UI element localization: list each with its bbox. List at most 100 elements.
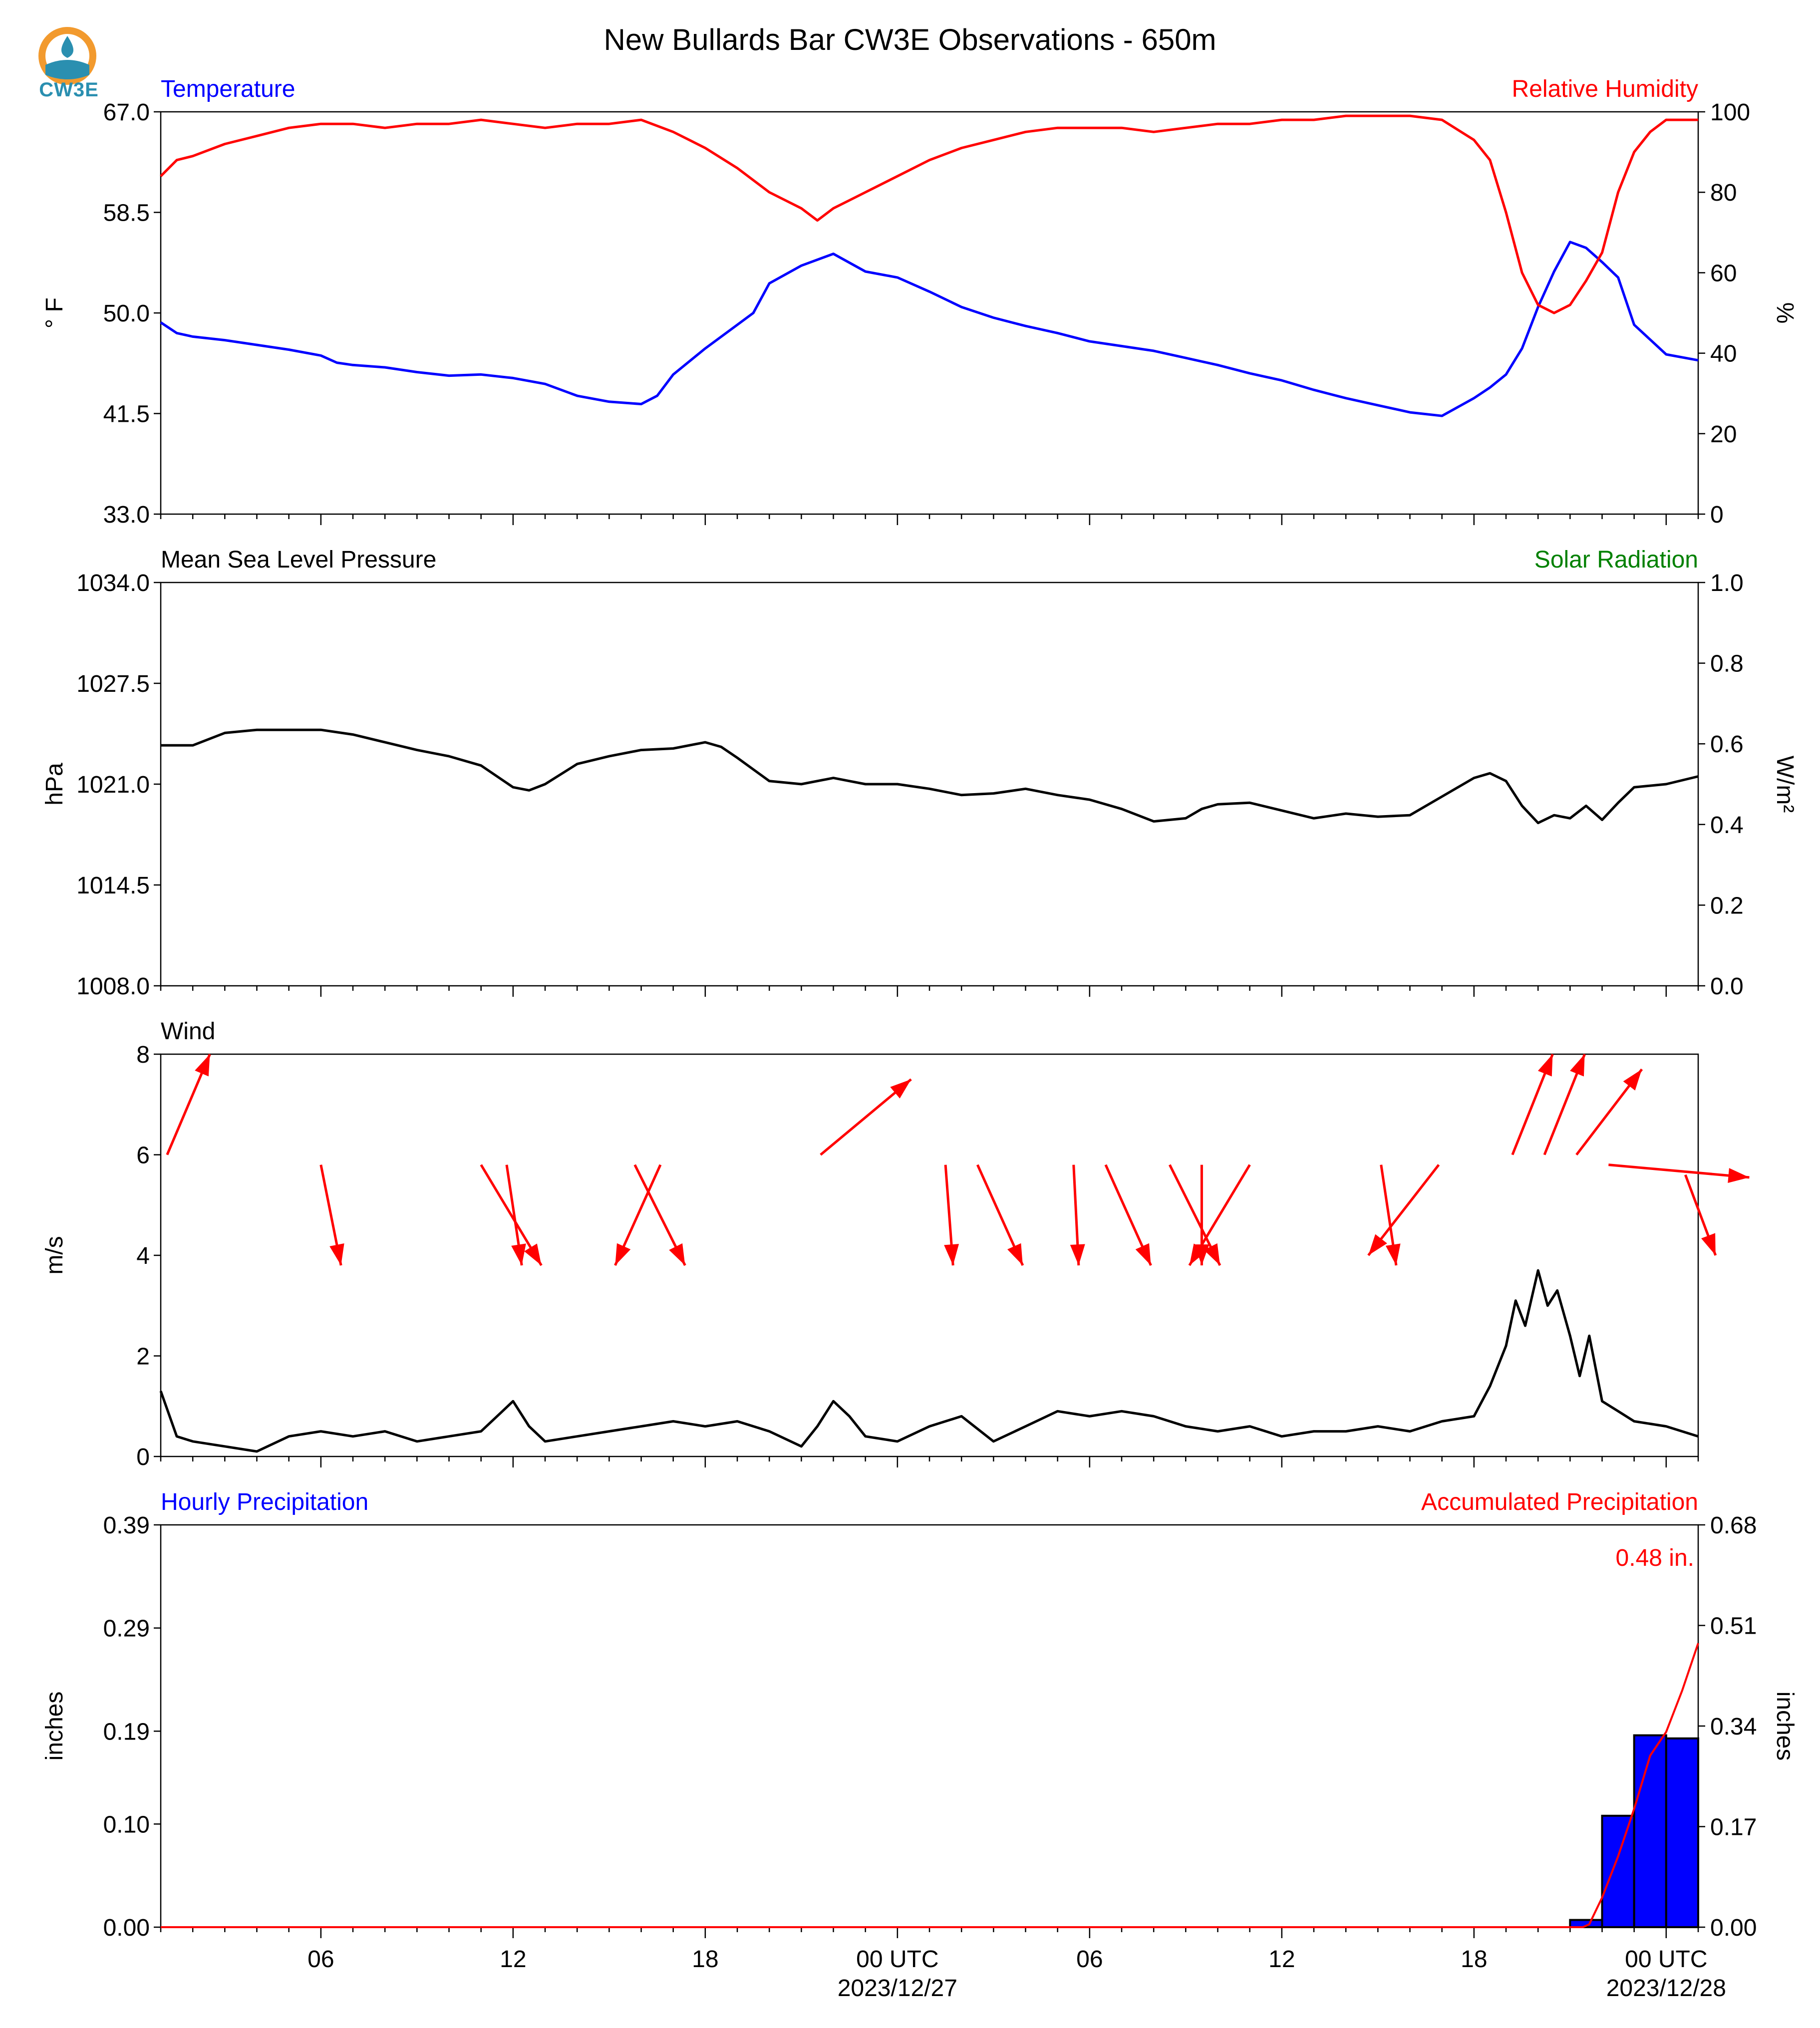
- x-tick-label: 00 UTC: [856, 1946, 938, 1973]
- y-tick-label-left: 6: [136, 1143, 150, 1169]
- y-tick-label-right: 0.68: [1710, 1512, 1757, 1539]
- figure-title: New Bullards Bar CW3E Observations - 650…: [604, 23, 1216, 56]
- y-tick-label-left: 1027.5: [76, 671, 150, 697]
- x-tick-label: 18: [1461, 1946, 1487, 1973]
- wind-arrow-head: [615, 1243, 631, 1266]
- wind-arrow-head: [329, 1243, 344, 1266]
- y-tick-label-left: 1034.0: [76, 570, 150, 596]
- wind-direction-arrow: [614, 1164, 662, 1266]
- wind-arrow-head: [1701, 1233, 1716, 1255]
- accumulated-precip-line: [161, 1643, 1699, 1928]
- right-title: Solar Radiation: [1534, 547, 1698, 573]
- wind-direction-arrow: [1104, 1164, 1152, 1266]
- wind-arrow-head: [1368, 1234, 1387, 1255]
- y-tick-label-right: 0.0: [1710, 973, 1744, 1000]
- x-tick-label: 00 UTC: [1625, 1946, 1707, 1973]
- wind-direction-arrow: [1608, 1163, 1750, 1183]
- wind-arrow-head: [1623, 1069, 1642, 1091]
- y-tick-label-left: 4: [136, 1243, 150, 1269]
- wind-direction-arrow: [820, 1078, 912, 1156]
- wind-arrow-head: [1570, 1054, 1585, 1077]
- y-tick-label-left: 2: [136, 1344, 150, 1370]
- y-axis-label-right: inches: [1772, 1692, 1798, 1761]
- y-tick-label-right: 40: [1710, 341, 1737, 367]
- y-axis-label-left: inches: [41, 1692, 68, 1761]
- y-tick-label-right: 0.00: [1710, 1915, 1757, 1941]
- wind-arrow-head: [195, 1054, 210, 1077]
- y-tick-label-right: 0: [1710, 502, 1724, 528]
- y-tick-label-left: 50.0: [103, 300, 150, 327]
- y-tick-label-left: 1014.5: [76, 872, 150, 899]
- wind-direction-arrow: [1070, 1164, 1085, 1266]
- y-tick-label-left: 41.5: [103, 401, 150, 428]
- x-tick-label: 06: [307, 1946, 334, 1973]
- accumulated-total-label: 0.48 in.: [1616, 1545, 1694, 1571]
- temperature-humidity-series-line-1: [160, 114, 1698, 314]
- wind-arrow-head: [511, 1243, 526, 1266]
- y-tick-label-left: 0.19: [103, 1719, 150, 1745]
- y-tick-label-left: 1021.0: [76, 772, 150, 798]
- x-tick-label: 12: [500, 1946, 526, 1973]
- wind-direction-arrow: [319, 1164, 344, 1266]
- wind-arrow-head: [1070, 1244, 1085, 1266]
- right-title: Accumulated Precipitation: [1421, 1489, 1698, 1515]
- wind-arrow-head: [524, 1243, 542, 1266]
- panel-precipitation: Hourly Precipitation Accumulated Precipit…: [41, 1489, 1798, 2002]
- panel-wind: Wind 8 6 4 2 0 m/s: [41, 1018, 1750, 1470]
- wind-arrow-head: [1385, 1243, 1401, 1266]
- wind-direction-arrow: [1511, 1054, 1554, 1156]
- y-tick-label-left: 33.0: [103, 502, 150, 528]
- y-tick-label-right: 0.2: [1710, 892, 1744, 919]
- y-tick-label-right: 0.17: [1710, 1814, 1757, 1841]
- wind-direction-arrow: [166, 1054, 211, 1156]
- wind-arrow-head: [1537, 1054, 1553, 1077]
- y-tick-label-right: 100: [1710, 99, 1750, 126]
- y-tick-label-left: 0.10: [103, 1811, 150, 1838]
- y-tick-label-right: 0.4: [1710, 812, 1744, 839]
- x-tick-label: 12: [1268, 1946, 1295, 1973]
- wind-arrow-head: [890, 1079, 911, 1099]
- y-tick-label-right: 20: [1710, 421, 1737, 448]
- y-tick-label-left: 67.0: [103, 99, 150, 126]
- y-tick-label-right: 0.8: [1710, 651, 1744, 677]
- panels: Temperature Relative Humidity 67.0 58.5 50.0…: [41, 76, 1798, 2002]
- precip-bar: [1633, 1734, 1667, 1929]
- plot-frame: [160, 1053, 1699, 1457]
- wind-series-line-0: [159, 1269, 1699, 1453]
- y-tick-label-right: 0.51: [1710, 1613, 1757, 1640]
- pressure-solar-series-line-0: [161, 728, 1699, 825]
- wind-arrow-head: [1204, 1243, 1220, 1266]
- x-tick-date-label: 2023/12/28: [1606, 1975, 1726, 2002]
- plot-frame: [160, 1524, 1699, 1928]
- left-title: Temperature: [161, 76, 295, 102]
- y-axis-label-right: W/m²: [1772, 756, 1798, 813]
- y-tick-label-left: 8: [136, 1042, 150, 1068]
- x-tick-label: 06: [1076, 1946, 1103, 1973]
- y-axis-label-left: ° F: [41, 297, 68, 328]
- y-axis-label-left: hPa: [41, 763, 68, 806]
- y-axis-label-right: %: [1772, 302, 1798, 324]
- wind-direction-arrow: [1575, 1068, 1643, 1156]
- y-tick-label-right: 0.6: [1710, 731, 1744, 758]
- precip-bar: [1601, 1814, 1635, 1929]
- wind-direction-arrow: [1380, 1164, 1401, 1266]
- x-tick-date-label: 2023/12/27: [838, 1975, 957, 2002]
- wind-arrow-head: [1007, 1243, 1023, 1266]
- panel-pressure-solar: Mean Sea Level Pressure Solar Radiation 10…: [41, 547, 1798, 1000]
- wind-direction-arrow: [505, 1164, 526, 1266]
- wind-direction-arrow: [1684, 1174, 1717, 1256]
- wind-arrow-head: [669, 1243, 685, 1266]
- wind-direction-arrow: [976, 1164, 1024, 1266]
- x-tick-label: 18: [692, 1946, 718, 1973]
- y-tick-label-left: 1008.0: [76, 973, 150, 1000]
- wind-direction-arrow: [944, 1164, 959, 1266]
- temperature-humidity-series-line-0: [160, 241, 1699, 417]
- logo-text: CW3E: [39, 79, 99, 101]
- wind-direction-arrow: [480, 1164, 543, 1266]
- left-title: Mean Sea Level Pressure: [161, 547, 436, 573]
- plot-frame: [160, 111, 1699, 515]
- left-title: Hourly Precipitation: [161, 1489, 368, 1515]
- y-tick-label-left: 0.39: [103, 1512, 150, 1539]
- wind-arrow-head: [944, 1244, 959, 1266]
